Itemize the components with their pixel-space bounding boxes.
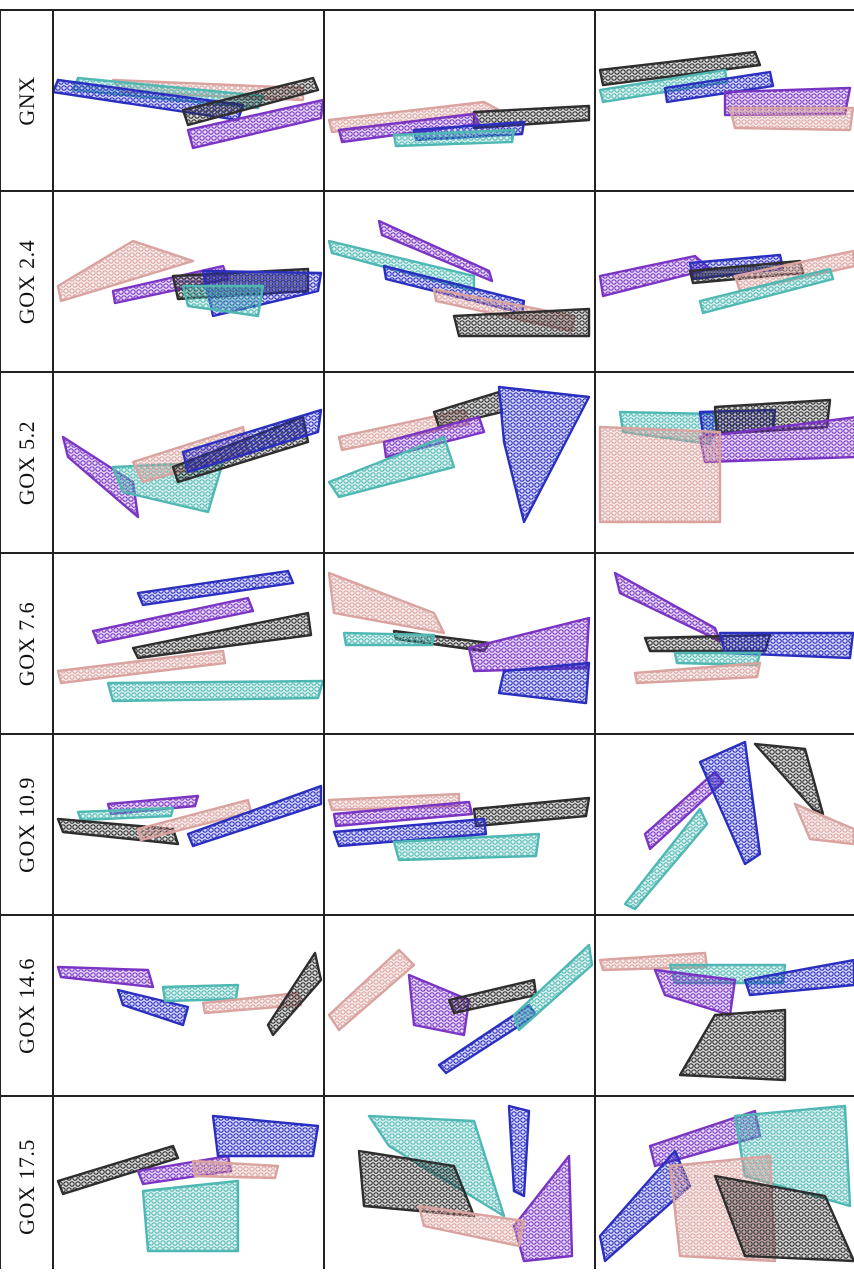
row-divider <box>0 371 854 373</box>
pink-graphene-sheet <box>324 561 456 643</box>
purple-graphene-sheet <box>53 955 164 995</box>
molecular-snapshot-image <box>324 553 594 734</box>
row-label: GOX 10.9 <box>14 777 40 873</box>
molecular-snapshot-image <box>595 553 854 734</box>
snapshot-cell <box>595 1096 854 1277</box>
figure-row: GOX 7.6 <box>0 553 854 734</box>
row-label-cell: GOX 10.9 <box>0 734 53 915</box>
blue-graphene-sheet <box>497 1096 540 1206</box>
molecular-snapshot-image <box>595 372 854 553</box>
snapshot-cell <box>53 10 323 191</box>
snapshot-cell <box>595 372 854 553</box>
pink-graphene-sheet <box>595 415 730 533</box>
figure-row: GOX 2.4 <box>0 191 854 372</box>
molecular-snapshot-image <box>53 191 323 372</box>
snapshot-cell <box>324 372 594 553</box>
snapshot-cell <box>324 10 594 191</box>
figure-row: GOX 5.2 <box>0 372 854 553</box>
snapshot-cell <box>324 734 594 915</box>
figure-row: GNX <box>0 10 854 191</box>
figure-row: GOX 17.5 <box>0 1096 854 1277</box>
row-divider <box>0 9 854 11</box>
snapshot-cell <box>53 734 323 915</box>
row-label-cell: GOX 5.2 <box>0 372 53 553</box>
molecular-snapshot-image <box>595 1096 854 1277</box>
snapshot-cell <box>53 1096 323 1277</box>
row-divider <box>0 733 854 735</box>
row-label-cell: GOX 2.4 <box>0 191 53 372</box>
snapshot-cell <box>595 191 854 372</box>
snapshot-cell <box>595 10 854 191</box>
row-divider <box>0 914 854 916</box>
snapshot-cell <box>324 553 594 734</box>
row-label: GOX 7.6 <box>14 601 40 685</box>
row-label: GNX <box>14 76 40 125</box>
molecular-snapshot-image <box>53 1096 323 1277</box>
row-divider <box>0 190 854 192</box>
blue-graphene-sheet <box>487 375 594 529</box>
molecular-snapshot-image <box>53 734 323 915</box>
snapshot-cell <box>53 553 323 734</box>
molecular-snapshot-image <box>53 372 323 553</box>
molecular-snapshot-image <box>595 10 854 191</box>
row-label-cell: GOX 14.6 <box>0 915 53 1096</box>
black-graphene-sheet <box>256 941 323 1047</box>
snapshot-cell <box>53 191 323 372</box>
row-label: GOX 14.6 <box>14 958 40 1054</box>
row-label-cell: GOX 17.5 <box>0 1096 53 1277</box>
snapshot-cell <box>595 915 854 1096</box>
molecular-snapshot-image <box>324 915 594 1096</box>
molecular-snapshot-image <box>595 734 854 915</box>
molecular-snapshot-image <box>324 1096 594 1277</box>
molecular-snapshot-image <box>595 191 854 372</box>
row-divider <box>0 552 854 554</box>
snapshot-cell <box>324 915 594 1096</box>
row-label: GOX 2.4 <box>14 239 40 323</box>
molecular-snapshot-image <box>324 191 594 372</box>
snapshot-cell <box>324 1096 594 1277</box>
snapshot-cell <box>324 191 594 372</box>
snapshot-cell <box>53 915 323 1096</box>
row-label-cell: GNX <box>0 10 53 191</box>
molecular-snapshot-image <box>324 10 594 191</box>
black-graphene-sheet <box>743 734 834 826</box>
figure-row: GOX 10.9 <box>0 734 854 915</box>
molecular-snapshot-image <box>53 553 323 734</box>
snapshot-cell <box>595 734 854 915</box>
column-divider <box>594 10 596 1269</box>
snapshot-cell <box>53 372 323 553</box>
left-border <box>0 10 1 1269</box>
molecular-snapshot-image <box>595 915 854 1096</box>
molecular-snapshot-image <box>324 734 594 915</box>
row-label: GOX 5.2 <box>14 420 40 504</box>
row-divider <box>0 1095 854 1097</box>
molecular-snapshot-image <box>53 915 323 1096</box>
molecular-snapshot-image <box>324 372 594 553</box>
snapshot-cell <box>595 553 854 734</box>
label-column-divider <box>52 10 54 1269</box>
molecular-snapshot-image <box>53 10 323 191</box>
figure-row: GOX 14.6 <box>0 915 854 1096</box>
row-label: GOX 17.5 <box>14 1139 40 1235</box>
row-label-cell: GOX 7.6 <box>0 553 53 734</box>
column-divider <box>323 10 325 1269</box>
